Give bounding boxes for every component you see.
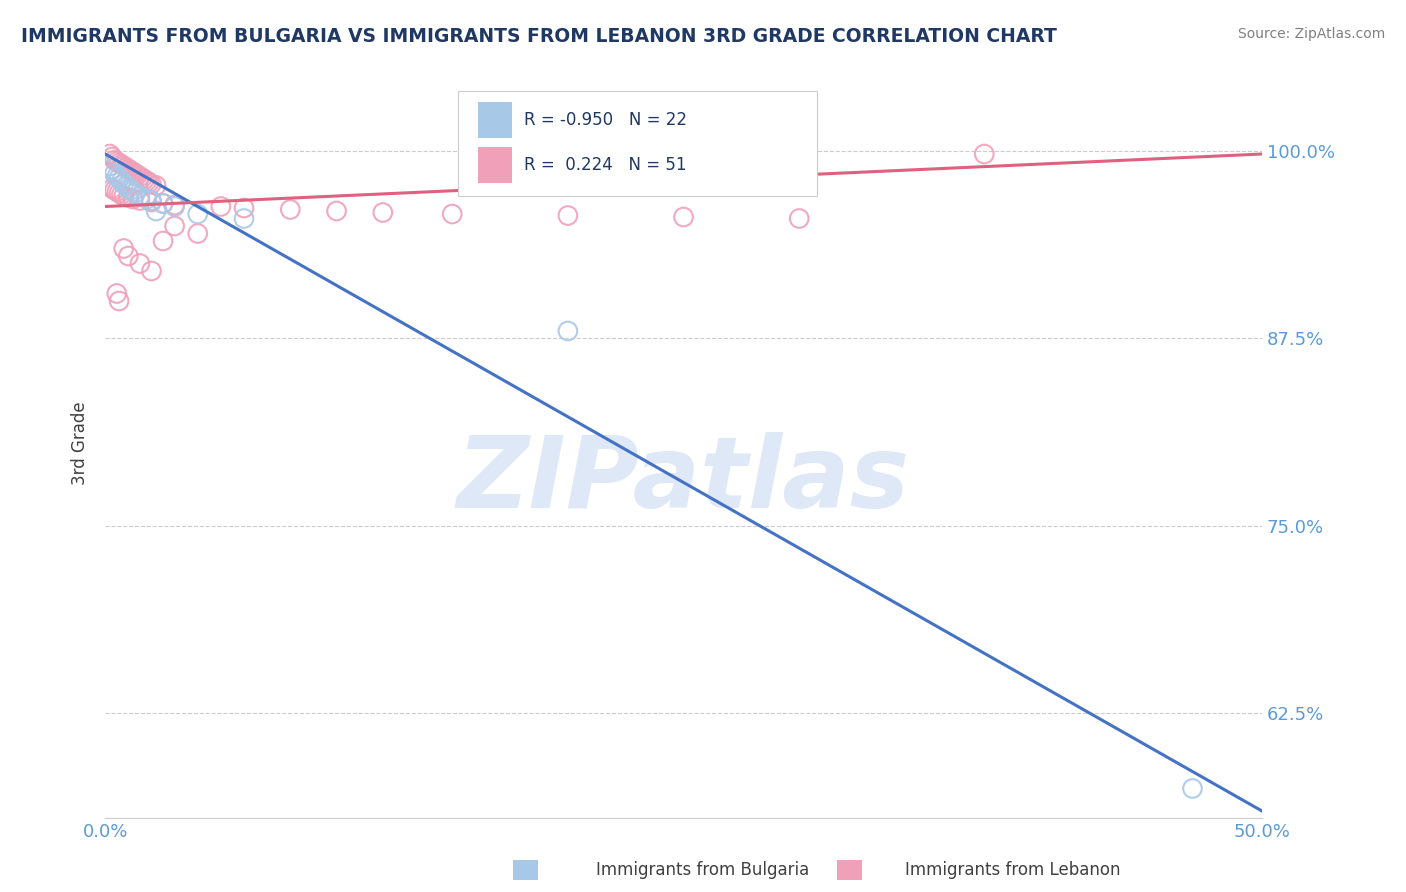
Point: [108, 171, 131, 186]
Point: [112, 242, 135, 256]
Point: [101, 161, 124, 176]
Point: [557, 209, 579, 223]
Point: [110, 174, 132, 188]
Point: [134, 172, 156, 186]
Point: [152, 196, 174, 211]
Y-axis label: 3rd Grade: 3rd Grade: [72, 401, 89, 485]
Point: [973, 147, 995, 161]
Point: [441, 207, 464, 221]
Point: [233, 211, 256, 226]
Point: [101, 181, 124, 195]
Text: R = -0.950   N = 22: R = -0.950 N = 22: [524, 111, 688, 128]
Point: [103, 153, 125, 167]
Point: [371, 205, 394, 219]
Point: [138, 176, 160, 190]
Point: [1181, 781, 1204, 796]
Point: [141, 264, 163, 278]
Point: [141, 194, 163, 208]
Point: [117, 181, 139, 195]
Point: [112, 177, 135, 191]
Point: [233, 201, 256, 215]
Point: [672, 210, 695, 224]
Point: [163, 200, 186, 214]
Bar: [478, 103, 512, 138]
Point: [187, 227, 209, 241]
Point: [120, 163, 142, 178]
Point: [108, 186, 131, 200]
Point: [141, 177, 163, 191]
Point: [103, 167, 125, 181]
Point: [127, 168, 149, 182]
Point: [135, 192, 157, 206]
Point: [129, 169, 152, 184]
Point: [110, 157, 132, 171]
Point: [120, 183, 142, 197]
Point: [105, 154, 128, 169]
Point: [122, 192, 145, 206]
Point: [105, 169, 128, 184]
Text: Immigrants from Lebanon: Immigrants from Lebanon: [904, 861, 1121, 879]
Point: [145, 178, 167, 193]
Point: [122, 185, 145, 199]
Point: [124, 167, 146, 181]
Point: [101, 150, 124, 164]
Text: Source: ZipAtlas.com: Source: ZipAtlas.com: [1237, 27, 1385, 41]
Point: [278, 202, 301, 217]
Point: [105, 185, 128, 199]
Point: [103, 183, 125, 197]
Point: [115, 161, 138, 175]
Point: [108, 156, 131, 170]
Point: [98, 159, 121, 173]
Point: [787, 211, 810, 226]
Point: [131, 171, 153, 186]
Point: [129, 189, 152, 203]
Point: [117, 249, 139, 263]
Point: [141, 194, 163, 209]
Point: [209, 200, 232, 214]
Point: [117, 190, 139, 204]
Point: [557, 324, 579, 338]
Point: [112, 189, 135, 203]
Text: R =  0.224   N = 51: R = 0.224 N = 51: [524, 155, 686, 174]
Point: [105, 286, 128, 301]
Point: [129, 194, 152, 208]
Point: [129, 256, 152, 270]
Point: [325, 204, 347, 219]
Point: [187, 207, 209, 221]
Text: ZIPatlas: ZIPatlas: [457, 433, 910, 530]
Text: IMMIGRANTS FROM BULGARIA VS IMMIGRANTS FROM LEBANON 3RD GRADE CORRELATION CHART: IMMIGRANTS FROM BULGARIA VS IMMIGRANTS F…: [21, 27, 1057, 45]
Point: [145, 204, 167, 219]
Point: [117, 161, 139, 176]
Text: Immigrants from Bulgaria: Immigrants from Bulgaria: [596, 861, 810, 879]
Point: [98, 147, 121, 161]
Point: [135, 174, 157, 188]
Point: [152, 234, 174, 248]
Point: [163, 198, 186, 212]
Point: [108, 293, 131, 308]
FancyBboxPatch shape: [458, 91, 817, 196]
Point: [115, 178, 138, 193]
Point: [122, 165, 145, 179]
Point: [110, 187, 132, 202]
Point: [124, 186, 146, 200]
Bar: [478, 147, 512, 183]
Point: [112, 159, 135, 173]
Point: [163, 219, 186, 233]
Point: [152, 196, 174, 211]
